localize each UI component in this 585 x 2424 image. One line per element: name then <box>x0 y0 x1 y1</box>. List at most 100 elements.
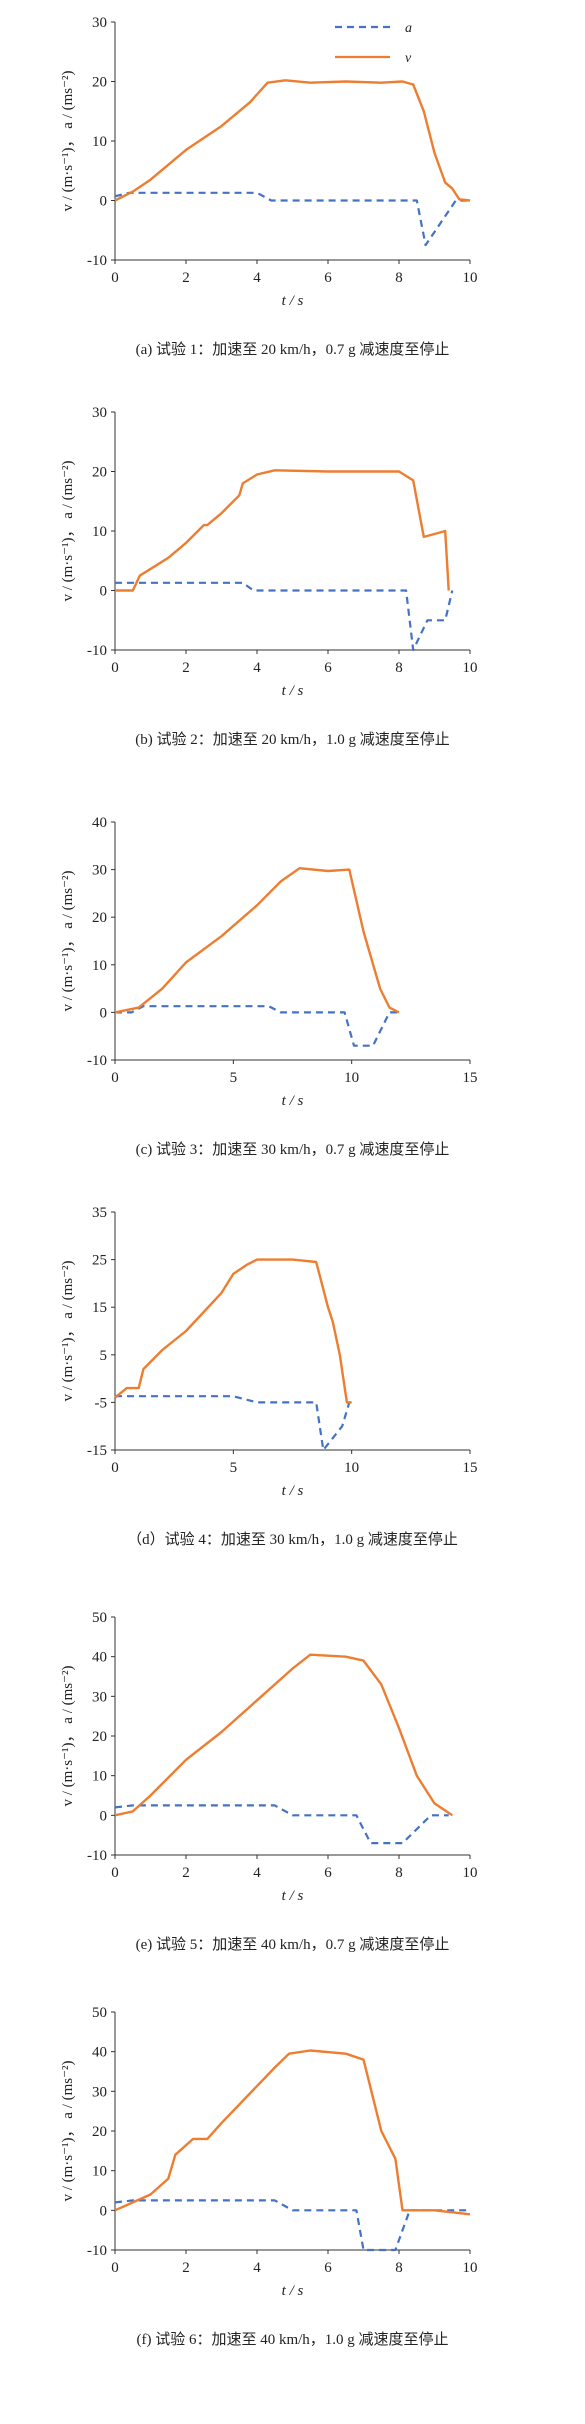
x-tick-label: 0 <box>111 2260 119 2276</box>
y-axis-title: v / (m·s⁻¹)， a / (ms⁻²) <box>60 1260 76 1401</box>
series-line-v <box>114 79 471 202</box>
chart-panel-4: -15 -5 5 15 25 35 0 5 10 15 t / s v / (m·s⁻¹)， a / … <box>60 1205 478 1499</box>
y-tick-label: 40 <box>92 2045 107 2061</box>
x-tick-label: 4 <box>253 1865 261 1881</box>
x-tick-label: 0 <box>111 1070 119 1086</box>
x-tick-label: 15 <box>463 1460 478 1476</box>
series-line-a <box>114 2199 470 2252</box>
y-tick-label: 30 <box>92 1689 107 1705</box>
y-axis-title: v / (m·s⁻¹)， a / (ms⁻²) <box>60 460 76 601</box>
series-line-a <box>115 1005 399 1047</box>
y-tick-label: 35 <box>92 1205 107 1221</box>
y-tick-label: 20 <box>92 75 107 91</box>
legend-label-a: a <box>405 21 412 36</box>
x-tick-label: 10 <box>344 1460 359 1476</box>
y-axis-title: v / (m·s⁻¹)， a / (ms⁻²) <box>60 70 76 211</box>
y-tick-label: 20 <box>92 1729 107 1745</box>
x-tick-label: 10 <box>463 2260 478 2276</box>
y-tick-label: 0 <box>100 584 108 600</box>
x-axis-title: t / s <box>282 683 304 699</box>
x-tick-label: 6 <box>324 2260 332 2276</box>
y-tick-label: 10 <box>92 958 107 974</box>
x-tick-label: 2 <box>182 2260 190 2276</box>
y-tick-label: 20 <box>92 910 107 926</box>
series-line-v <box>114 1258 352 1404</box>
x-tick-label: 4 <box>253 270 261 286</box>
y-tick-label: 30 <box>92 405 107 421</box>
x-axis-title: t / s <box>282 2283 304 2299</box>
x-tick-label: 10 <box>463 270 478 286</box>
series-line-v <box>115 469 450 592</box>
x-tick-label: 6 <box>324 660 332 676</box>
y-tick-label: 50 <box>92 2005 107 2021</box>
x-axis-title: t / s <box>282 293 304 309</box>
series-line-v <box>114 1653 453 1817</box>
y-tick-label: -10 <box>87 253 107 269</box>
x-tick-label: 0 <box>111 1460 119 1476</box>
y-tick-label: 30 <box>92 15 107 31</box>
y-tick-label: 40 <box>92 1650 107 1666</box>
x-tick-label: 2 <box>182 660 190 676</box>
y-tick-label: 30 <box>92 2084 107 2100</box>
y-tick-label: -5 <box>95 1395 108 1411</box>
y-tick-label: 50 <box>92 1610 107 1626</box>
x-tick-label: 5 <box>230 1460 238 1476</box>
x-tick-label: 15 <box>463 1070 478 1086</box>
y-tick-label: 40 <box>92 815 107 831</box>
y-tick-label: 0 <box>100 1808 108 1824</box>
y-tick-label: 30 <box>92 863 107 879</box>
series-line-v <box>114 2049 471 2216</box>
y-tick-label: 20 <box>92 465 107 481</box>
x-tick-label: 8 <box>395 2260 403 2276</box>
legend-label-v: v <box>405 51 412 66</box>
figure-caption-2: (b) 试验 2：加速至 20 km/h，1.0 g 减速度至停止 <box>135 732 450 748</box>
series-line-a <box>114 1804 449 1845</box>
y-tick-label: 0 <box>100 1005 108 1021</box>
x-tick-label: 8 <box>395 270 403 286</box>
x-tick-label: 0 <box>111 660 119 676</box>
y-axis-title: v / (m·s⁻¹)， a / (ms⁻²) <box>60 870 76 1011</box>
x-tick-label: 10 <box>463 1865 478 1881</box>
y-tick-label: 20 <box>92 2124 107 2140</box>
y-axis-title: v / (m·s⁻¹)， a / (ms⁻²) <box>60 2060 76 2201</box>
y-tick-label: 25 <box>92 1253 107 1269</box>
y-axis-title: v / (m·s⁻¹)， a / (ms⁻²) <box>60 1665 76 1806</box>
y-tick-label: 0 <box>100 194 108 210</box>
y-tick-label: 10 <box>92 134 107 150</box>
x-tick-label: 8 <box>395 1865 403 1881</box>
x-tick-label: 4 <box>253 660 261 676</box>
x-tick-label: 5 <box>230 1070 238 1086</box>
x-tick-label: 2 <box>182 1865 190 1881</box>
figure-caption-5: (e) 试验 5：加速至 40 km/h，0.7 g 减速度至停止 <box>135 1937 450 1953</box>
series-line-v <box>114 867 400 1014</box>
y-tick-label: 10 <box>92 2164 107 2180</box>
x-tick-label: 8 <box>395 660 403 676</box>
y-tick-label: 10 <box>92 1769 107 1785</box>
figure-caption-1: (a) 试验 1：加速至 20 km/h，0.7 g 减速度至停止 <box>135 342 450 358</box>
x-tick-label: 10 <box>344 1070 359 1086</box>
figure-caption-3: (c) 试验 3：加速至 30 km/h，0.7 g 减速度至停止 <box>135 1142 450 1158</box>
x-tick-label: 4 <box>253 2260 261 2276</box>
x-axis-title: t / s <box>282 1093 304 1109</box>
x-tick-label: 2 <box>182 270 190 286</box>
x-axis-title: t / s <box>282 1888 304 1904</box>
x-axis-title: t / s <box>282 1483 304 1499</box>
x-tick-label: 10 <box>463 660 478 676</box>
x-tick-label: 6 <box>324 1865 332 1881</box>
figure-caption-4: （d）试验 4：加速至 30 km/h，1.0 g 减速度至停止 <box>127 1532 458 1548</box>
y-tick-label: 15 <box>92 1300 107 1316</box>
series-line-a <box>114 191 470 247</box>
y-tick-label: -10 <box>87 643 107 659</box>
figure-caption-6: (f) 试验 6：加速至 40 km/h，1.0 g 减速度至停止 <box>136 2332 449 2348</box>
y-tick-label: -10 <box>87 1848 107 1864</box>
series-line-a <box>115 1395 352 1452</box>
y-tick-label: 5 <box>100 1348 108 1364</box>
y-tick-label: 10 <box>92 524 107 540</box>
y-tick-label: -10 <box>87 1053 107 1069</box>
